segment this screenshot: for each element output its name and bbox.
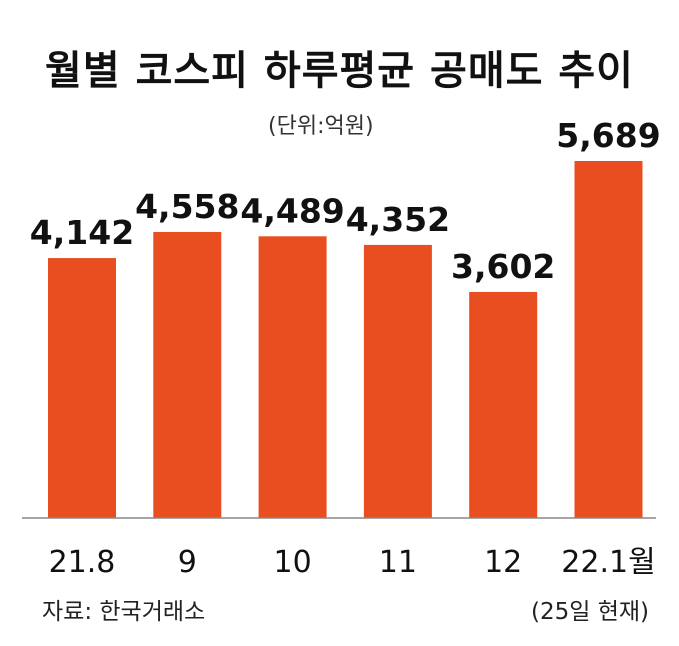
chart-title: 월별 코스피 하루평균 공매도 추이 [45,48,634,94]
value-label-5: 5,689 [556,116,660,155]
category-label-5: 22.1월 [561,545,655,580]
category-label-4: 12 [484,545,522,580]
bar-4 [469,291,538,518]
value-label-2: 4,489 [240,191,344,230]
bar-0 [48,258,116,518]
bar-1 [153,231,222,519]
category-label-2: 10 [274,545,312,580]
unit-label: (단위:억원) [268,114,374,139]
category-label-1: 9 [178,545,197,580]
date-note: (25일 현재) [530,599,649,625]
value-label-1: 4,558 [135,187,239,226]
bar-5 [574,161,643,518]
bar-3 [363,244,432,518]
bar-2 [258,236,327,518]
category-label-3: 11 [379,545,417,580]
value-label-3: 4,352 [346,200,450,239]
value-label-0: 4,142 [30,213,134,252]
category-label-0: 21.8 [49,545,116,580]
source-label: 자료: 한국거래소 [42,599,206,625]
value-label-4: 3,602 [451,247,555,286]
